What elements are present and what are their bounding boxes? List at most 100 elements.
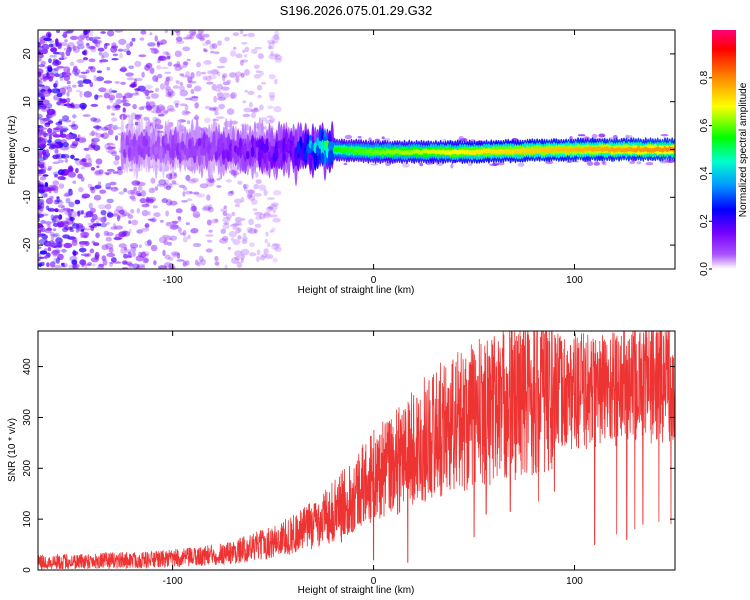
heatmap-cell [193,116,199,120]
heatmap-cell [164,71,172,75]
heatmap-cell [108,126,116,131]
heatmap-cell [598,133,606,138]
heatmap-cell [636,161,642,165]
heatmap-cell [145,62,153,69]
heatmap-cell [129,195,136,200]
heatmap-cell [251,48,258,54]
heatmap-cell [203,60,212,65]
heatmap-cell [154,186,159,191]
heatmap-cell [169,200,178,206]
heatmap-cell [98,87,107,93]
heatmap-cell [545,160,554,165]
heatmap-cell [274,30,279,37]
heatmap-cell [182,46,191,52]
heatmap-cell [54,208,59,212]
heatmap-cell [168,177,173,181]
heatmap-cell [186,198,193,202]
snr-xtick-label: 100 [566,576,583,587]
heatmap-cell [73,65,78,73]
heatmap-cell [106,66,111,71]
heatmap-cell [116,214,121,222]
heatmap-cell [70,143,77,149]
heatmap-cell [225,213,232,220]
heatmap-y-axis-label: Frequency (Hz) [7,116,18,185]
heatmap-cell [208,204,213,210]
heatmap-cell [238,223,243,226]
heatmap-cell [192,242,202,248]
heatmap-cell [240,248,250,256]
heatmap-cell [217,96,227,101]
heatmap-cell [56,221,65,228]
heatmap-cell [103,80,113,84]
heatmap-cell [274,54,283,60]
heatmap-cell [248,218,255,226]
heatmap-cell [167,61,173,67]
heatmap-cell [153,212,161,218]
heatmap-cell [90,46,97,53]
heatmap-cell [268,42,272,50]
heatmap-cell [94,131,98,136]
heatmap-cell [97,47,105,52]
heatmap-cell [263,126,267,130]
heatmap-cell [259,104,264,111]
heatmap-cell [63,66,71,73]
heatmap-cell [202,75,208,81]
heatmap-cell [164,179,170,186]
heatmap-cell [166,91,172,97]
heatmap-cell [39,39,46,45]
heatmap-cell [81,158,87,163]
heatmap-cell [89,248,95,254]
heatmap-cell [77,80,84,85]
heatmap-cell [114,225,124,230]
heatmap-cell [111,58,119,61]
heatmap-cell [182,236,188,243]
heatmap-cell [237,235,242,240]
heatmap-cell [164,94,172,97]
heatmap-cell [56,196,60,199]
heatmap-cell [169,235,178,241]
heatmap-cell [175,103,179,108]
heatmap-cell [199,183,209,189]
heatmap-ytick-label: 0 [22,146,33,152]
heatmap-cell [92,263,96,267]
heatmap-cell [245,189,255,196]
heatmap-cell [100,222,107,228]
heatmap-cell [165,173,174,179]
heatmap-cell [200,37,205,41]
heatmap-cell [230,120,238,125]
heatmap-cell [64,39,68,43]
heatmap-cell [232,32,240,37]
heatmap-cell [158,179,167,186]
heatmap-cell [105,186,114,190]
heatmap-cell [253,183,260,190]
heatmap-cell [251,108,260,113]
snr-ytick-label: 300 [22,409,33,426]
heatmap-cell [53,257,57,264]
heatmap-cell [87,66,93,70]
heatmap-cell [141,251,150,256]
heatmap-cell [206,179,215,187]
heatmap-cell [179,232,185,236]
heatmap-cell [271,40,275,47]
heatmap-cell [140,190,146,197]
heatmap-cell [38,51,42,54]
heatmap-cell [66,91,70,97]
heatmap-cell [77,210,81,217]
heatmap-cell [157,106,166,111]
heatmap-cell [101,244,109,251]
heatmap-cell [273,34,280,41]
heatmap-cell [129,83,137,87]
heatmap-cell [240,72,245,78]
heatmap-cell [69,61,75,66]
heatmap-cell [173,63,182,68]
heatmap-cell [42,149,47,155]
heatmap-cell [105,182,111,190]
heatmap-cell [150,244,158,252]
heatmap-cell [318,140,322,150]
heatmap-cell [274,246,282,252]
heatmap-cell [164,30,169,34]
heatmap-cell [40,107,48,112]
heatmap-cell [253,228,258,234]
heatmap-cell [89,186,95,191]
heatmap-cell [122,102,131,107]
